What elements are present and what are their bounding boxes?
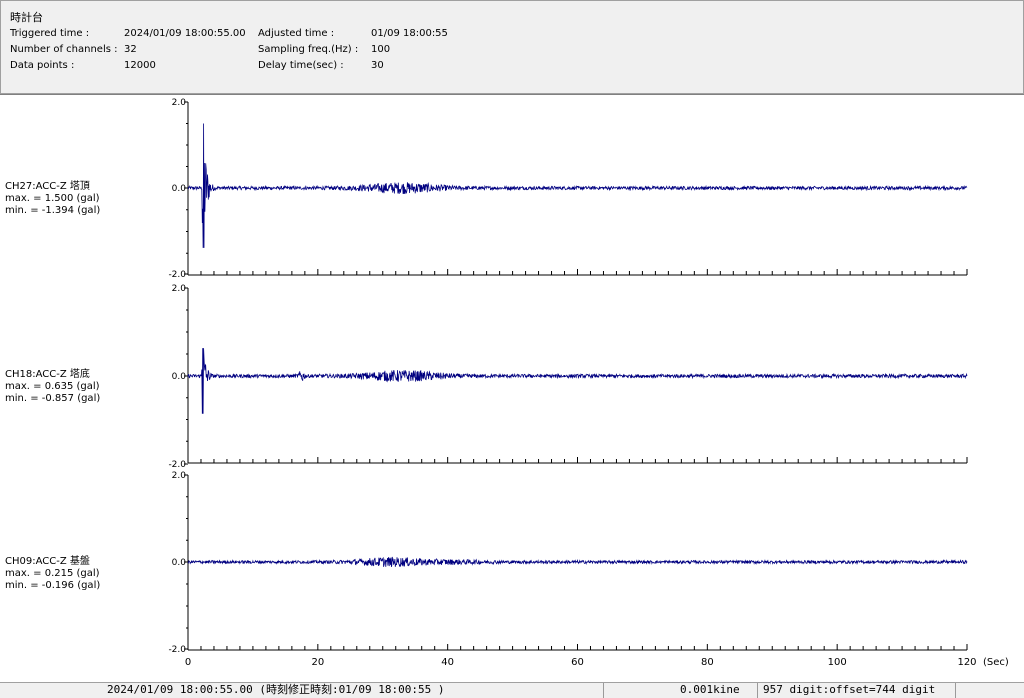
delay-time-value: 30 bbox=[371, 60, 384, 71]
data-points-value: 12000 bbox=[124, 60, 156, 71]
y-tick-label: -2.0 bbox=[168, 270, 186, 280]
channel-2-name: CH18:ACC-Z 塔底 bbox=[5, 369, 90, 380]
waveform-1 bbox=[187, 123, 968, 248]
channel-3-min: min. = -0.196 (gal) bbox=[5, 580, 101, 591]
x-tick-label: 0 bbox=[185, 657, 191, 668]
channel-3-name: CH09:ACC-Z 基盤 bbox=[5, 556, 90, 567]
waveform-3 bbox=[187, 556, 968, 568]
channel-2-max: max. = 0.635 (gal) bbox=[5, 381, 100, 392]
status-digit: 957 digit:offset=744 digit bbox=[763, 683, 936, 696]
y-tick-label: -2.0 bbox=[168, 460, 186, 470]
status-kine: 0.001kine bbox=[680, 683, 740, 696]
y-tick-label: 2.0 bbox=[172, 284, 187, 294]
x-tick-label: 120 bbox=[957, 657, 976, 668]
data-points-label: Data points : bbox=[10, 60, 75, 71]
x-tick-label: 60 bbox=[571, 657, 584, 668]
y-tick-label: 2.0 bbox=[172, 471, 187, 481]
sampling-freq-value: 100 bbox=[371, 44, 391, 55]
triggered-time-value: 2024/01/09 18:00:55.00 bbox=[124, 28, 246, 39]
status-separator bbox=[757, 683, 758, 698]
y-tick-label: 0.0 bbox=[172, 558, 187, 568]
channels-label: Number of channels : bbox=[10, 44, 118, 55]
x-axis-label: (Sec) bbox=[983, 657, 1009, 668]
channel-1-info: CH27:ACC-Z 塔頂 max. = 1.500 (gal) min. = … bbox=[5, 181, 100, 217]
adjusted-time-value: 01/09 18:00:55 bbox=[371, 28, 448, 39]
y-tick-label: 2.0 bbox=[172, 98, 187, 108]
channel-3-info: CH09:ACC-Z 基盤 max. = 0.215 (gal) min. = … bbox=[5, 556, 100, 592]
status-separator bbox=[955, 683, 956, 698]
y-tick-label: 0.0 bbox=[172, 184, 187, 194]
channels-value: 32 bbox=[124, 44, 137, 55]
x-tick-label: 40 bbox=[441, 657, 454, 668]
x-tick-label: 100 bbox=[828, 657, 847, 668]
channel-3-max: max. = 0.215 (gal) bbox=[5, 568, 100, 579]
status-bar: 2024/01/09 18:00:55.00 (時刻修正時刻:01/09 18:… bbox=[0, 682, 1024, 698]
channel-2-info: CH18:ACC-Z 塔底 max. = 0.635 (gal) min. = … bbox=[5, 369, 100, 405]
status-time: 2024/01/09 18:00:55.00 (時刻修正時刻:01/09 18:… bbox=[107, 683, 445, 696]
waveform-chart: 2.00.0-2.02.00.0-2.02.00.0-2.00 20 40 60 80 1… bbox=[168, 98, 1009, 668]
delay-time-label: Delay time(sec) : bbox=[258, 60, 344, 71]
sampling-freq-label: Sampling freq.(Hz) : bbox=[258, 44, 359, 55]
waveform-2 bbox=[187, 348, 968, 414]
waveform-plot-area: 2.0 0.0 -2.0 2.0 0.0 -2.0 2.0 0.0 -2.0 0 20 40 60 80 1… bbox=[0, 94, 1024, 683]
triggered-time-label: Triggered time : bbox=[10, 28, 90, 39]
x-tick-label: 20 bbox=[311, 657, 324, 668]
y-tick-label: 0.0 bbox=[172, 372, 187, 382]
x-tick-label: 80 bbox=[701, 657, 714, 668]
station-title: 時計台 bbox=[10, 11, 43, 24]
adjusted-time-label: Adjusted time : bbox=[258, 28, 335, 39]
header-panel: 時計台 Triggered time : 2024/01/09 18:00:55… bbox=[0, 0, 1024, 94]
channel-1-min: min. = -1.394 (gal) bbox=[5, 205, 101, 216]
channel-1-max: max. = 1.500 (gal) bbox=[5, 193, 100, 204]
status-separator bbox=[603, 683, 604, 698]
channel-1-name: CH27:ACC-Z 塔頂 bbox=[5, 181, 90, 192]
y-tick-label: -2.0 bbox=[168, 645, 186, 655]
channel-2-min: min. = -0.857 (gal) bbox=[5, 393, 101, 404]
